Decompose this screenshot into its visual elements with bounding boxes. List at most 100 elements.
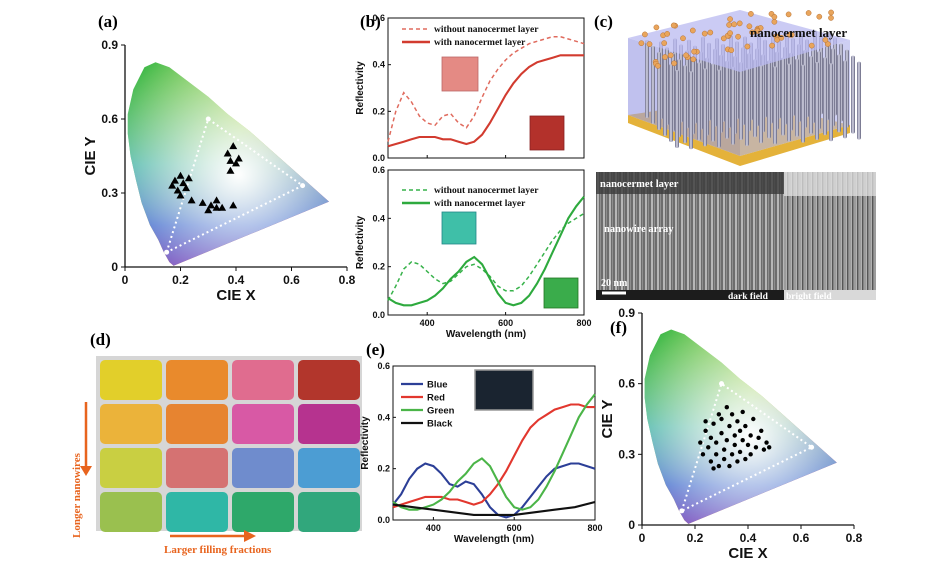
metal-nanoparticle	[655, 63, 661, 69]
cie-a-y-tick-label: 0.3	[101, 186, 118, 200]
nanowire	[739, 62, 743, 140]
e-y-axis-label: Reflectivity	[360, 416, 371, 470]
reflectivity-chart-e: 400 600 800 0.0 0.2 0.4 0.6 Wavelength (nm) Refl…	[360, 361, 603, 545]
cie-f-data-point	[761, 447, 767, 452]
cie-a-data-point	[232, 159, 240, 167]
cie-a-x-tick-label: 0.4	[228, 273, 245, 287]
legend-b-top-1: with nanocermet layer	[434, 38, 526, 48]
b-top-y-tick-label: 0.2	[372, 106, 385, 116]
nanowire	[843, 60, 847, 139]
metal-nanoparticle	[816, 13, 823, 20]
cie-a-y-tick-label: 0	[111, 260, 118, 274]
cie-f-y-tick-label: 0.3	[618, 447, 635, 461]
cie-f-x-tick-label: 0.8	[846, 531, 863, 545]
horizontal-arrow-text: Larger filling fractions	[164, 544, 272, 556]
sample-photo-cell	[166, 448, 228, 488]
black-sample-photo	[474, 369, 534, 411]
b-top-y-axis-label: Reflectivity	[355, 61, 366, 115]
nanowire	[725, 60, 729, 139]
metal-nanoparticle	[786, 31, 793, 38]
sample-photo-cell	[100, 404, 162, 444]
metal-nanoparticle	[771, 18, 778, 25]
nanowire	[801, 64, 805, 143]
e-y-tick-label: 0.0	[377, 515, 390, 525]
cie-f-y-tick-label: 0.6	[618, 377, 635, 391]
legend-e-label-2: Green	[427, 406, 455, 417]
sample-photo-cell	[100, 360, 162, 400]
metal-nanoparticle	[769, 42, 775, 49]
cie-f-data-point	[737, 428, 743, 433]
metal-nanoparticle	[748, 11, 754, 17]
b-top-series-line-0	[387, 35, 585, 142]
cie-f-data-point	[745, 442, 751, 448]
b-bottom-y-tick-label: 0.6	[372, 165, 385, 175]
cie-f-data-point	[727, 423, 732, 429]
metal-nanoparticle	[664, 31, 671, 37]
nanowire	[809, 56, 813, 134]
b-bottom-x-tick-label: 400	[420, 318, 435, 328]
cie-a-data-point	[207, 201, 216, 209]
reflectivity-chart-b-top: 0.0 0.2 0.4 0.6 Reflectivity without nanocer…	[355, 13, 585, 163]
sample-photo-cell	[298, 360, 360, 400]
bright-field-label: bright field	[786, 292, 832, 302]
metal-nanoparticle	[746, 23, 753, 30]
nanowire	[773, 66, 777, 145]
b-bottom-y-axis-label: Reflectivity	[355, 215, 366, 269]
sample-photo-cell	[100, 492, 162, 532]
cie-a-y-tick-label: 0.9	[101, 38, 118, 52]
metal-nanoparticle	[720, 35, 727, 42]
e-x-axis-label: Wavelength (nm)	[454, 534, 534, 545]
cie-f-data-point	[748, 433, 753, 438]
cie-a-data-point	[168, 181, 177, 189]
e-series-line-2	[392, 393, 596, 511]
metal-nanoparticle	[707, 29, 714, 36]
metal-nanoparticle	[638, 40, 645, 47]
b-bottom-y-tick-label: 0.0	[372, 310, 385, 320]
nanowire	[703, 68, 707, 147]
nanowire	[697, 62, 701, 141]
b-bottom-x-tick-label: 800	[576, 318, 591, 328]
metal-nanoparticle	[744, 43, 751, 50]
cie-a-x-tick-label: 0.6	[283, 273, 300, 287]
metal-nanoparticle	[727, 30, 733, 36]
sample-photo-cyan	[441, 211, 477, 245]
metal-nanoparticle	[701, 30, 708, 37]
cie-f-data-point	[719, 430, 724, 436]
cie-f-data-point	[756, 435, 761, 441]
metal-nanoparticle	[727, 16, 733, 22]
cie-f-data-point	[706, 445, 711, 450]
legend-b-bottom-1: with nanocermet layer	[434, 199, 526, 209]
cie-a-data-point	[179, 179, 188, 187]
nanowire	[745, 68, 749, 146]
cie-f-data-point	[729, 412, 735, 417]
e-y-tick-label: 0.4	[377, 412, 390, 422]
cie-f-data-point	[711, 466, 716, 471]
cie-f-data-point	[721, 456, 727, 462]
cie-f-data-point	[724, 438, 729, 443]
nanowire	[753, 59, 757, 138]
sample-photo-cell	[298, 492, 360, 532]
metal-nanoparticle	[728, 47, 735, 54]
cie-a-data-point	[223, 149, 232, 157]
cie-a-data-point	[212, 196, 221, 204]
panel-label-a: (a)	[98, 12, 118, 31]
nanowire	[823, 57, 827, 136]
sample-photo-cell	[298, 448, 360, 488]
sample-photo-cell	[298, 404, 360, 444]
cie-f-triangle-vertex	[679, 508, 685, 514]
cie-f-y-tick-label: 0	[628, 518, 635, 532]
cie-a-data-point	[176, 191, 185, 199]
nanowire	[837, 54, 841, 133]
sample-photo-green	[543, 277, 579, 309]
cie-f-data-point	[708, 435, 714, 441]
cie-f-data-point	[732, 442, 737, 448]
sample-photo-cell	[232, 404, 294, 444]
cie-a-data-point	[212, 203, 221, 211]
b-top-y-tick-label: 0.0	[372, 153, 385, 163]
cie-f-data-point	[740, 409, 745, 415]
nanocermet-label: nanocermet layer	[750, 25, 847, 40]
metal-nanoparticle	[661, 40, 668, 46]
e-series-line-1	[392, 403, 595, 509]
sample-photo-pink	[441, 56, 479, 92]
